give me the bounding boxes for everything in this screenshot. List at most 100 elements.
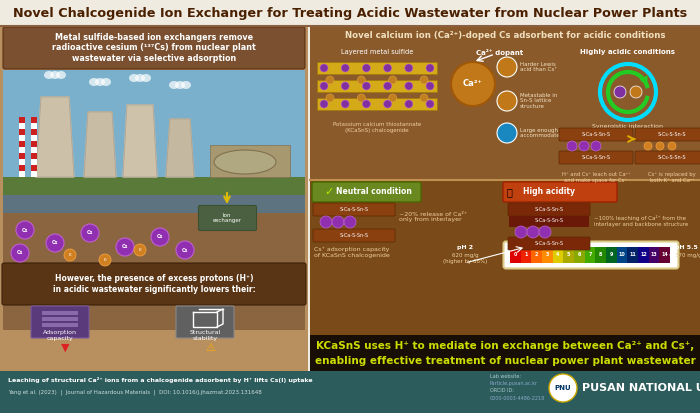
Text: ▼: ▼ bbox=[61, 343, 69, 353]
Circle shape bbox=[515, 226, 527, 238]
FancyBboxPatch shape bbox=[210, 145, 290, 177]
Text: Highly acidic conditions: Highly acidic conditions bbox=[580, 49, 676, 55]
FancyBboxPatch shape bbox=[310, 26, 700, 180]
Circle shape bbox=[527, 226, 539, 238]
Text: K: K bbox=[104, 258, 106, 262]
Text: ⚠: ⚠ bbox=[205, 343, 215, 353]
Circle shape bbox=[384, 82, 391, 90]
Text: Synergistic interaction: Synergistic interaction bbox=[592, 124, 664, 129]
Text: Cs⁺ adsorption capacity
of KCaSnS chalcogenide: Cs⁺ adsorption capacity of KCaSnS chalco… bbox=[314, 247, 390, 257]
Circle shape bbox=[363, 100, 370, 108]
Text: 1: 1 bbox=[524, 252, 528, 257]
Circle shape bbox=[341, 82, 349, 90]
Text: 10: 10 bbox=[619, 252, 625, 257]
Circle shape bbox=[46, 234, 64, 252]
Text: Metastable in
Sn-S lattice
structure: Metastable in Sn-S lattice structure bbox=[520, 93, 557, 109]
Ellipse shape bbox=[44, 71, 54, 79]
Text: Cs: Cs bbox=[22, 228, 28, 233]
FancyBboxPatch shape bbox=[3, 27, 305, 69]
Text: 12: 12 bbox=[640, 252, 647, 257]
Text: 3: 3 bbox=[545, 252, 549, 257]
Circle shape bbox=[320, 100, 328, 108]
Text: S-Ca-S-Sn-S: S-Ca-S-Sn-S bbox=[582, 155, 610, 160]
Text: 0: 0 bbox=[514, 252, 517, 257]
Text: Cs: Cs bbox=[87, 230, 93, 235]
FancyBboxPatch shape bbox=[42, 323, 78, 327]
FancyBboxPatch shape bbox=[559, 128, 633, 141]
Text: K: K bbox=[139, 248, 141, 252]
Polygon shape bbox=[166, 119, 194, 177]
Text: H⁺ and Cs⁺ leach out Ca²⁺
and make space for Cs⁺: H⁺ and Cs⁺ leach out Ca²⁺ and make space… bbox=[561, 172, 630, 183]
Text: 0000-0003-4486-2218: 0000-0003-4486-2218 bbox=[490, 396, 545, 401]
Text: High acidity: High acidity bbox=[523, 188, 575, 197]
FancyBboxPatch shape bbox=[503, 242, 678, 268]
Circle shape bbox=[11, 244, 29, 262]
FancyBboxPatch shape bbox=[0, 26, 308, 371]
FancyBboxPatch shape bbox=[313, 203, 395, 216]
FancyBboxPatch shape bbox=[31, 165, 37, 171]
Text: 7: 7 bbox=[588, 252, 592, 257]
FancyBboxPatch shape bbox=[176, 306, 234, 338]
FancyBboxPatch shape bbox=[317, 80, 437, 92]
FancyBboxPatch shape bbox=[508, 203, 590, 216]
Ellipse shape bbox=[175, 81, 185, 89]
Text: Neutral condition: Neutral condition bbox=[336, 188, 412, 197]
Text: Cs: Cs bbox=[157, 235, 163, 240]
Text: S-Ca-S-Sn-S: S-Ca-S-Sn-S bbox=[535, 207, 564, 212]
Circle shape bbox=[426, 82, 434, 90]
Ellipse shape bbox=[169, 81, 179, 89]
FancyBboxPatch shape bbox=[31, 117, 37, 123]
FancyBboxPatch shape bbox=[31, 141, 37, 147]
Circle shape bbox=[176, 241, 194, 259]
Text: ORCID ID:: ORCID ID: bbox=[490, 389, 514, 394]
Circle shape bbox=[389, 76, 397, 84]
FancyBboxPatch shape bbox=[649, 247, 659, 263]
Circle shape bbox=[630, 86, 642, 98]
Text: 620 mg/g
(higher by 68%): 620 mg/g (higher by 68%) bbox=[443, 253, 487, 264]
Text: Cs: Cs bbox=[52, 240, 58, 245]
Polygon shape bbox=[36, 97, 74, 177]
Text: Cs: Cs bbox=[17, 251, 23, 256]
Ellipse shape bbox=[129, 74, 139, 82]
Text: PUSAN NATIONAL UNIVERSITY: PUSAN NATIONAL UNIVERSITY bbox=[582, 383, 700, 393]
Circle shape bbox=[357, 76, 365, 84]
FancyBboxPatch shape bbox=[3, 195, 305, 213]
Text: ~20% release of Ca²⁺
only from interlayer: ~20% release of Ca²⁺ only from interlaye… bbox=[399, 211, 467, 222]
Circle shape bbox=[451, 62, 495, 106]
Circle shape bbox=[420, 94, 428, 102]
Circle shape bbox=[591, 141, 601, 151]
FancyBboxPatch shape bbox=[521, 247, 531, 263]
Text: ~100% leaching of Ca²⁺ from the
interlayer and backbone structure: ~100% leaching of Ca²⁺ from the interlay… bbox=[594, 215, 688, 227]
FancyBboxPatch shape bbox=[31, 129, 37, 135]
Circle shape bbox=[426, 64, 434, 72]
Circle shape bbox=[320, 64, 328, 72]
Text: S-Ca-S-Sn-S: S-Ca-S-Sn-S bbox=[535, 218, 564, 223]
FancyBboxPatch shape bbox=[606, 247, 617, 263]
Text: 8: 8 bbox=[599, 252, 603, 257]
Circle shape bbox=[579, 141, 589, 151]
Text: 9: 9 bbox=[610, 252, 613, 257]
Circle shape bbox=[341, 100, 349, 108]
Circle shape bbox=[426, 100, 434, 108]
Text: pH 2: pH 2 bbox=[457, 245, 473, 250]
Text: 14: 14 bbox=[662, 252, 668, 257]
Circle shape bbox=[384, 100, 391, 108]
Circle shape bbox=[363, 64, 370, 72]
FancyBboxPatch shape bbox=[574, 247, 584, 263]
Text: Yang et al. (2023)  |  Journal of Hazardous Materials  |  DOI: 10.1016/j.jhazmat: Yang et al. (2023) | Journal of Hazardou… bbox=[8, 389, 262, 395]
FancyBboxPatch shape bbox=[635, 128, 700, 141]
FancyBboxPatch shape bbox=[31, 306, 89, 338]
FancyBboxPatch shape bbox=[2, 263, 306, 305]
Text: 4: 4 bbox=[556, 252, 560, 257]
Text: Structural
stability: Structural stability bbox=[190, 330, 220, 341]
FancyBboxPatch shape bbox=[0, 0, 700, 26]
Circle shape bbox=[99, 254, 111, 266]
Text: Harder Lewis
acid than Cs⁺: Harder Lewis acid than Cs⁺ bbox=[520, 62, 557, 72]
FancyBboxPatch shape bbox=[595, 247, 606, 263]
Ellipse shape bbox=[95, 78, 105, 86]
FancyBboxPatch shape bbox=[31, 153, 37, 159]
Ellipse shape bbox=[89, 78, 99, 86]
FancyBboxPatch shape bbox=[553, 247, 564, 263]
Text: Novel Chalcogenide Ion Exchanger for Treating Acidic Wastewater from Nuclear Pow: Novel Chalcogenide Ion Exchanger for Tre… bbox=[13, 7, 687, 19]
Circle shape bbox=[320, 82, 328, 90]
